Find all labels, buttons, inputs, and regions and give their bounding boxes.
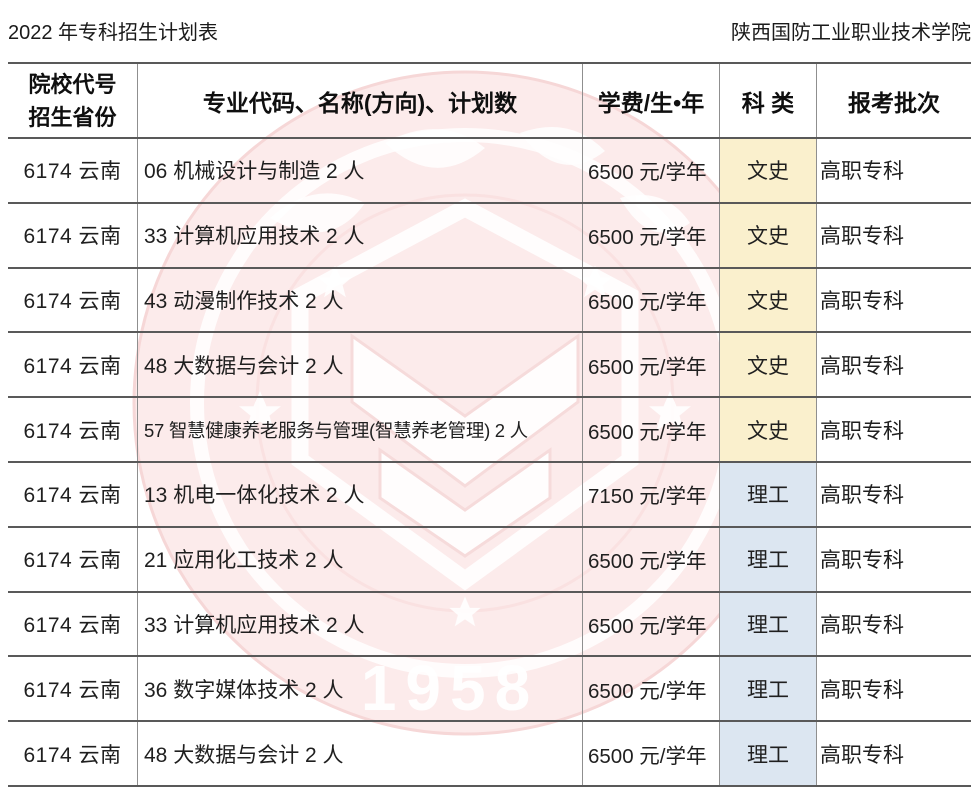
table-row: 6174 云南 13 机电一体化技术 2 人 7150 元/学年 理工 高职专科 [8, 462, 971, 528]
batch-cell: 高职专科 [816, 139, 971, 202]
page-title: 2022 年专科招生计划表 [8, 22, 219, 44]
watermark-year: 1958 [361, 652, 539, 724]
table-header-row: 院校代号 招生省份 专业代码、名称(方向)、计划数 学费/生•年 科 类 报考批… [8, 62, 971, 139]
titlebar: 2022 年专科招生计划表 陕西国防工业职业技术学院 [8, 16, 971, 45]
table-body: 6174 云南 06 机械设计与制造 2 人 6500 元/学年 文史 高职专科… [8, 139, 971, 787]
table-row: 6174 云南 33 计算机应用技术 2 人 6500 元/学年 理工 高职专科 [8, 592, 971, 658]
tuition-cell: 6500 元/学年 [582, 203, 719, 267]
category-cell: 理工 [719, 527, 816, 591]
college-code-province-cell: 6174 云南 [23, 419, 122, 443]
major-cell: 48 大数据与会计 2 人 [137, 722, 582, 785]
table-row: 6174 云南 33 计算机应用技术 2 人 6500 元/学年 文史 高职专科 [8, 203, 971, 269]
college-code-province-cell: 6174 云南 [23, 613, 122, 637]
major-cell: 36 数字媒体技术 2 人 [137, 657, 582, 721]
category-cell: 理工 [719, 722, 816, 785]
school-name: 陕西国防工业职业技术学院 [731, 22, 971, 44]
batch-cell: 高职专科 [816, 333, 971, 397]
category-cell: 理工 [719, 462, 816, 526]
header-college-code-province: 院校代号 招生省份 [8, 64, 137, 137]
college-code-province-cell: 6174 云南 [23, 225, 122, 249]
table-row: 6174 云南 48 大数据与会计 2 人 6500 元/学年 理工 高职专科 [8, 722, 971, 787]
table-row: 6174 云南 43 动漫制作技术 2 人 6500 元/学年 文史 高职专科 [8, 268, 971, 334]
batch-cell: 高职专科 [816, 722, 971, 785]
table-row: 6174 云南 06 机械设计与制造 2 人 6500 元/学年 文史 高职专科 [8, 139, 971, 204]
college-code-province-cell: 6174 云南 [23, 354, 122, 378]
batch-cell: 高职专科 [816, 203, 971, 267]
category-cell: 文史 [719, 333, 816, 397]
category-cell: 文史 [719, 268, 816, 332]
header-province: 招生省份 [28, 104, 117, 130]
category-cell: 文史 [719, 139, 816, 202]
major-cell: 06 机械设计与制造 2 人 [137, 139, 582, 202]
category-cell: 文史 [719, 203, 816, 267]
batch-cell: 高职专科 [816, 268, 971, 332]
school-seal-watermark: 1958 [132, 70, 798, 736]
table-row: 6174 云南 21 应用化工技术 2 人 6500 元/学年 理工 高职专科 [8, 527, 971, 593]
seal-shield [291, 198, 639, 591]
header-major: 专业代码、名称(方向)、计划数 [137, 64, 582, 137]
enrollment-table: 院校代号 招生省份 专业代码、名称(方向)、计划数 学费/生•年 科 类 报考批… [8, 62, 971, 787]
category-cell: 文史 [719, 398, 816, 461]
major-cell: 43 动漫制作技术 2 人 [137, 268, 582, 332]
batch-cell: 高职专科 [816, 398, 971, 461]
batch-cell: 高职专科 [816, 527, 971, 591]
college-code-province-cell: 6174 云南 [23, 160, 122, 184]
tuition-cell: 6500 元/学年 [582, 657, 719, 721]
batch-cell: 高职专科 [816, 657, 971, 721]
header-batch: 报考批次 [816, 64, 971, 137]
major-cell: 13 机电一体化技术 2 人 [137, 462, 582, 526]
seal-circle [134, 72, 796, 734]
college-code-province-cell: 6174 云南 [23, 289, 122, 313]
tuition-cell: 6500 元/学年 [582, 398, 719, 461]
tuition-cell: 6500 元/学年 [582, 139, 719, 202]
header-tuition: 学费/生•年 [582, 64, 719, 137]
major-cell: 33 计算机应用技术 2 人 [137, 592, 582, 656]
tuition-cell: 6500 元/学年 [582, 527, 719, 591]
tuition-cell: 6500 元/学年 [582, 268, 719, 332]
header-category: 科 类 [719, 64, 816, 137]
major-cell: 33 计算机应用技术 2 人 [137, 203, 582, 267]
major-cell: 21 应用化工技术 2 人 [137, 527, 582, 591]
header-college-code: 院校代号 [28, 71, 117, 97]
tuition-cell: 7150 元/学年 [582, 462, 719, 526]
category-cell: 理工 [719, 657, 816, 721]
tuition-cell: 6500 元/学年 [582, 333, 719, 397]
major-cell: 48 大数据与会计 2 人 [137, 333, 582, 397]
college-code-province-cell: 6174 云南 [23, 678, 122, 702]
table-row: 6174 云南 36 数字媒体技术 2 人 6500 元/学年 理工 高职专科 [8, 657, 971, 723]
college-code-province-cell: 6174 云南 [23, 743, 122, 767]
table-row: 6174 云南 48 大数据与会计 2 人 6500 元/学年 文史 高职专科 [8, 333, 971, 399]
batch-cell: 高职专科 [816, 592, 971, 656]
table-row: 6174 云南 57 智慧健康养老服务与管理(智慧养老管理) 2 人 6500 … [8, 398, 971, 463]
tuition-cell: 6500 元/学年 [582, 592, 719, 656]
tuition-cell: 6500 元/学年 [582, 722, 719, 785]
college-code-province-cell: 6174 云南 [23, 484, 122, 508]
major-cell: 57 智慧健康养老服务与管理(智慧养老管理) 2 人 [137, 398, 582, 461]
batch-cell: 高职专科 [816, 462, 971, 526]
college-code-province-cell: 6174 云南 [23, 549, 122, 573]
category-cell: 理工 [719, 592, 816, 656]
